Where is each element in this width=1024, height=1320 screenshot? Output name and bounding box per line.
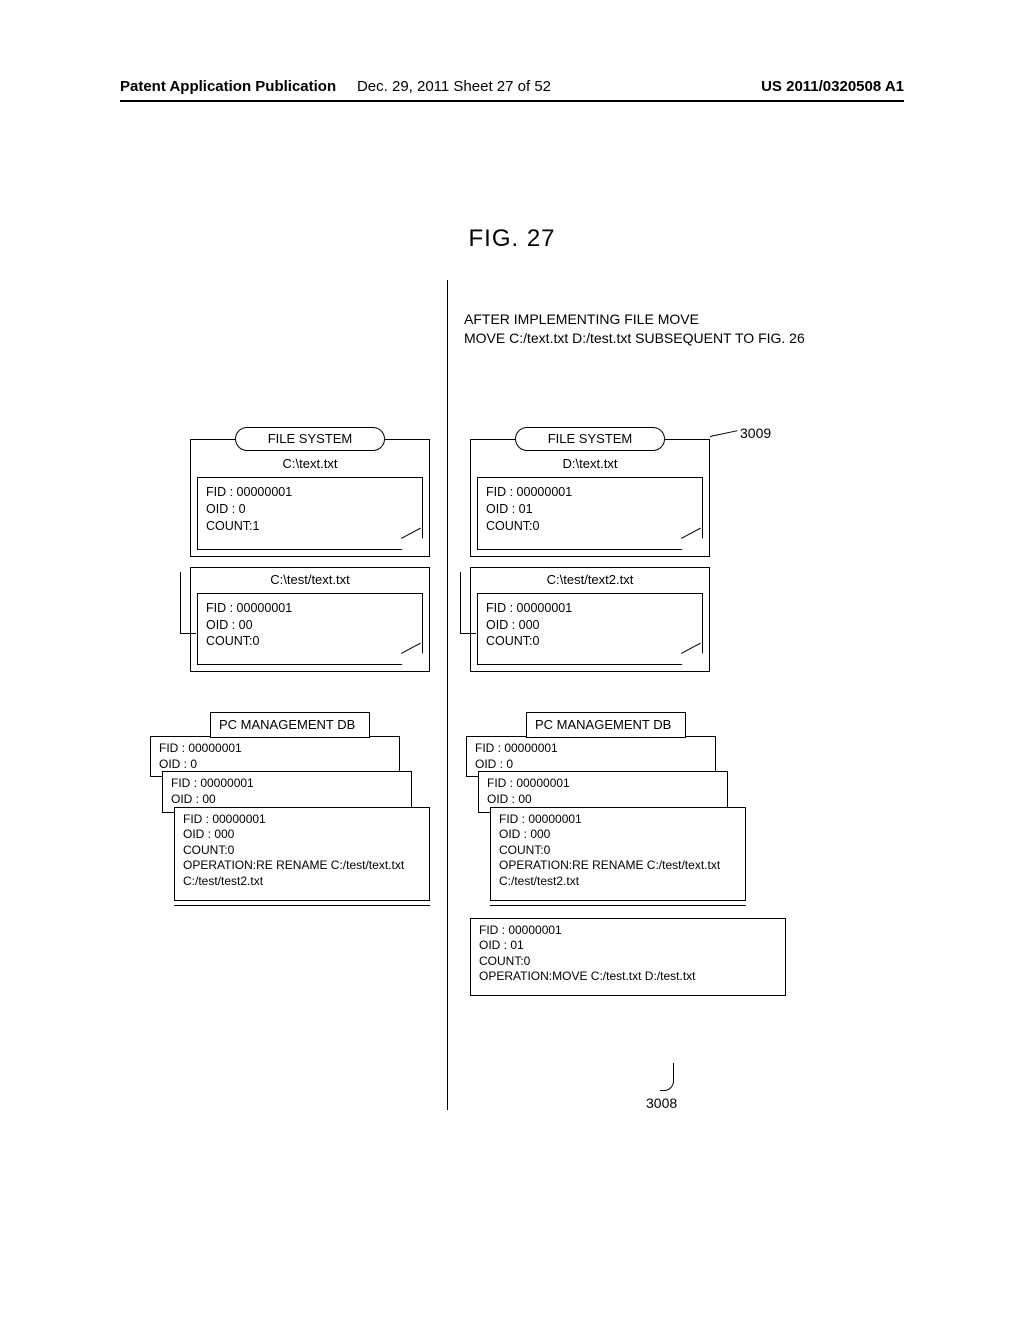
fid-value: FID : 00000001 bbox=[159, 741, 391, 757]
file-attributes: FID : 00000001 OID : 000 COUNT:0 bbox=[477, 593, 703, 666]
right-connector bbox=[460, 572, 476, 634]
ref-3009-label: 3009 bbox=[740, 425, 771, 441]
file-path: C:\test/text.txt bbox=[191, 568, 429, 593]
oid-value: OID : 000 bbox=[183, 827, 421, 843]
stack-tail bbox=[490, 905, 746, 906]
pcm-record: FID : 00000001 OID : 000 COUNT:0 OPERATI… bbox=[174, 807, 430, 901]
count-value: COUNT:0 bbox=[499, 843, 737, 859]
oid-value: OID : 0 bbox=[206, 501, 414, 518]
right-fs-card-2: C:\test/text2.txt FID : 00000001 OID : 0… bbox=[470, 567, 710, 673]
count-value: COUNT:0 bbox=[486, 633, 694, 650]
file-path: C:\text.txt bbox=[191, 452, 429, 477]
figure-title: FIG. 27 bbox=[0, 225, 1024, 253]
file-attributes: FID : 00000001 OID : 00 COUNT:0 bbox=[197, 593, 423, 666]
right-fs-card-1: D:\text.txt FID : 00000001 OID : 01 COUN… bbox=[470, 439, 710, 557]
count-value: COUNT:0 bbox=[486, 518, 694, 535]
fid-value: FID : 00000001 bbox=[499, 812, 737, 828]
left-fs-card-2: C:\test/text.txt FID : 00000001 OID : 00… bbox=[190, 567, 430, 673]
pcm-stack: FID : 00000001 OID : 0 FID : 00000001 OI… bbox=[466, 736, 746, 996]
ref-3009-leader bbox=[710, 430, 738, 437]
fid-value: FID : 00000001 bbox=[183, 812, 421, 828]
operation-value: OPERATION:RE RENAME C:/test/text.txt C:/… bbox=[499, 858, 737, 889]
file-path: D:\text.txt bbox=[471, 452, 709, 477]
count-value: COUNT:0 bbox=[479, 954, 777, 970]
file-attributes: FID : 00000001 OID : 0 COUNT:1 bbox=[197, 477, 423, 550]
oid-value: OID : 01 bbox=[479, 938, 777, 954]
right-pcm-group: PC MANAGEMENT DB FID : 00000001 OID : 0 … bbox=[466, 712, 746, 996]
header-right: US 2011/0320508 A1 bbox=[761, 78, 904, 95]
center-divider bbox=[447, 280, 448, 1110]
operation-value: OPERATION:RE RENAME C:/test/text.txt C:/… bbox=[183, 858, 421, 889]
left-pcm-group: PC MANAGEMENT DB FID : 00000001 OID : 0 … bbox=[150, 712, 430, 906]
fid-value: FID : 00000001 bbox=[486, 600, 694, 617]
oid-value: OID : 000 bbox=[499, 827, 737, 843]
ref-3008-leader bbox=[660, 1063, 674, 1091]
count-value: COUNT:0 bbox=[206, 633, 414, 650]
pcm-stack: FID : 00000001 OID : 0 FID : 00000001 OI… bbox=[150, 736, 430, 905]
left-fs-card-1: C:\text.txt FID : 00000001 OID : 0 COUNT… bbox=[190, 439, 430, 557]
left-filesystem-group: FILE SYSTEM C:\text.txt FID : 00000001 O… bbox=[190, 427, 430, 672]
page-fold-icon bbox=[401, 538, 423, 550]
oid-value: OID : 00 bbox=[206, 617, 414, 634]
stack-tail bbox=[174, 905, 430, 906]
pcm-record-move: FID : 00000001 OID : 01 COUNT:0 OPERATIO… bbox=[470, 918, 786, 996]
page-fold-icon bbox=[401, 653, 423, 665]
filesystem-tab: FILE SYSTEM bbox=[515, 427, 665, 451]
operation-value: OPERATION:MOVE C:/test.txt D:/test.txt bbox=[479, 969, 777, 985]
header-rule bbox=[120, 100, 904, 102]
oid-value: OID : 00 bbox=[171, 792, 403, 808]
fid-value: FID : 00000001 bbox=[479, 923, 777, 939]
fid-value: FID : 00000001 bbox=[475, 741, 707, 757]
oid-value: OID : 0 bbox=[159, 757, 391, 773]
pcm-tab: PC MANAGEMENT DB bbox=[526, 712, 686, 738]
oid-value: OID : 00 bbox=[487, 792, 719, 808]
fid-value: FID : 00000001 bbox=[171, 776, 403, 792]
header-left: Patent Application Publication Dec. 29, … bbox=[120, 78, 551, 95]
ref-3008-label: 3008 bbox=[646, 1095, 677, 1111]
page: Patent Application Publication Dec. 29, … bbox=[0, 0, 1024, 1320]
oid-value: OID : 01 bbox=[486, 501, 694, 518]
fid-value: FID : 00000001 bbox=[206, 484, 414, 501]
page-header: Patent Application Publication Dec. 29, … bbox=[120, 78, 904, 95]
file-path: C:\test/text2.txt bbox=[471, 568, 709, 593]
file-attributes: FID : 00000001 OID : 01 COUNT:0 bbox=[477, 477, 703, 550]
left-connector bbox=[180, 572, 196, 634]
fid-value: FID : 00000001 bbox=[206, 600, 414, 617]
after-move-caption: AFTER IMPLEMENTING FILE MOVE MOVE C:/tex… bbox=[464, 310, 834, 348]
oid-value: OID : 0 bbox=[475, 757, 707, 773]
filesystem-tab: FILE SYSTEM bbox=[235, 427, 385, 451]
page-fold-icon bbox=[681, 653, 703, 665]
oid-value: OID : 000 bbox=[486, 617, 694, 634]
fid-value: FID : 00000001 bbox=[487, 776, 719, 792]
count-value: COUNT:1 bbox=[206, 518, 414, 535]
page-fold-icon bbox=[681, 538, 703, 550]
right-filesystem-group: FILE SYSTEM D:\text.txt FID : 00000001 O… bbox=[470, 427, 710, 672]
fid-value: FID : 00000001 bbox=[486, 484, 694, 501]
pcm-tab: PC MANAGEMENT DB bbox=[210, 712, 370, 738]
count-value: COUNT:0 bbox=[183, 843, 421, 859]
pcm-record: FID : 00000001 OID : 000 COUNT:0 OPERATI… bbox=[490, 807, 746, 901]
